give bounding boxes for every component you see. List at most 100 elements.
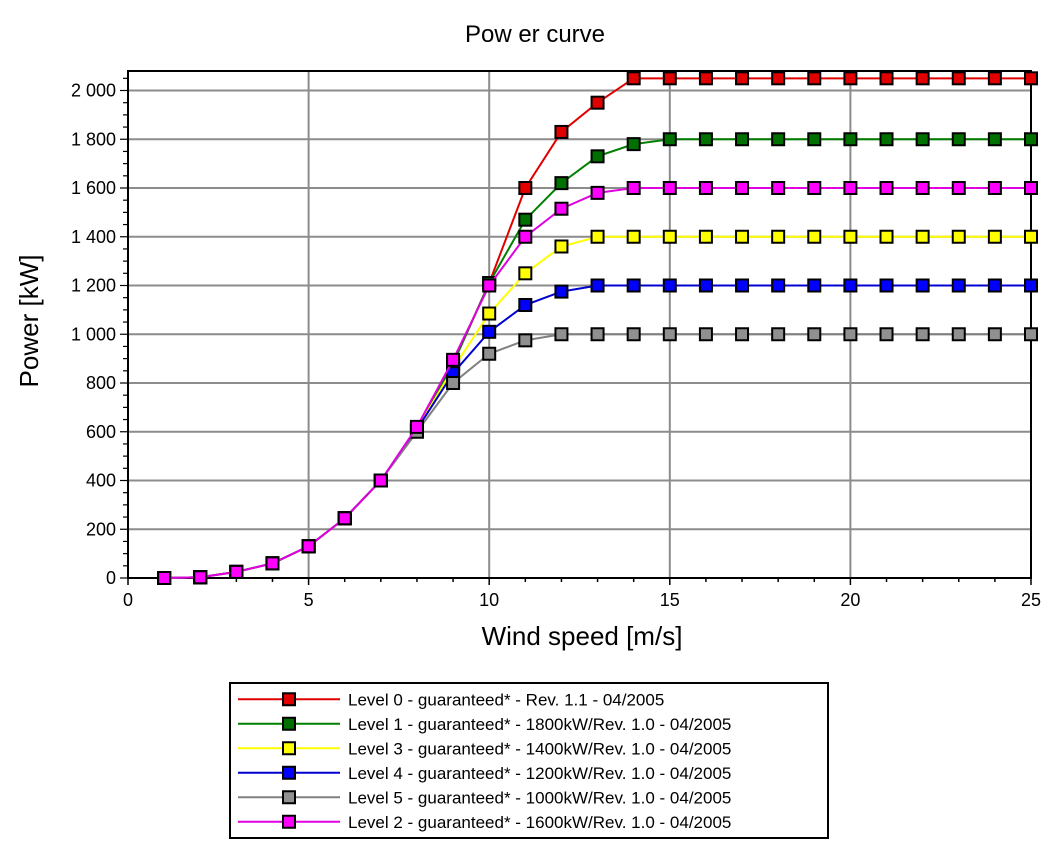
data-point — [482, 306, 497, 321]
data-point — [951, 181, 966, 195]
series-5 — [157, 181, 1038, 585]
data-point — [626, 327, 641, 342]
y-tick-label: 800 — [86, 373, 116, 393]
y-tick-label: 1 600 — [71, 178, 116, 198]
data-point — [807, 71, 822, 86]
data-point — [987, 132, 1002, 147]
data-point — [915, 181, 930, 195]
data-point — [554, 176, 569, 191]
data-point — [482, 278, 497, 293]
legend: Level 0 - guaranteed* - Rev. 1.1 - 04/20… — [229, 682, 829, 839]
data-point — [951, 229, 966, 244]
data-point — [987, 278, 1002, 293]
data-point — [554, 201, 569, 216]
data-point — [915, 229, 930, 244]
data-point — [771, 132, 786, 147]
data-point — [518, 266, 533, 281]
data-point — [771, 229, 786, 244]
data-point — [987, 71, 1002, 86]
data-point — [554, 284, 569, 299]
data-point — [1024, 327, 1038, 342]
data-point — [698, 71, 713, 86]
data-point — [843, 327, 858, 342]
chart-title: Pow er curve — [465, 21, 605, 48]
data-point — [518, 298, 533, 312]
data-point — [698, 229, 713, 244]
data-point — [518, 181, 533, 195]
y-axis-ticks: 0 200 400 600 800 1 000 1 200 1 400 1 600 1 800 2 … — [71, 81, 116, 589]
data-point — [518, 229, 533, 244]
y-tick-label: 0 — [106, 568, 116, 588]
data-point — [373, 473, 388, 488]
data-point — [482, 346, 497, 361]
legend-marker — [282, 814, 296, 829]
data-point — [482, 324, 497, 339]
data-point — [698, 327, 713, 342]
data-point — [662, 278, 677, 293]
x-axis-label: Wind speed [m/s] — [482, 621, 683, 651]
legend-marker — [282, 716, 296, 731]
data-point — [554, 124, 569, 139]
minor-ticks — [120, 77, 1032, 585]
legend-label: Level 0 - guaranteed* - Rev. 1.1 - 04/20… — [348, 690, 664, 709]
series-line — [164, 333, 1031, 579]
data-point — [265, 556, 280, 571]
data-point — [879, 278, 894, 293]
data-point — [446, 376, 461, 390]
data-point — [879, 132, 894, 147]
legend-item: Level 0 - guaranteed* - Rev. 1.1 - 04/20… — [238, 690, 664, 709]
data-point — [698, 181, 713, 195]
data-point — [807, 327, 822, 342]
data-point — [590, 278, 605, 293]
data-point — [771, 278, 786, 293]
legend-label: Level 4 - guaranteed* - 1200kW/Rev. 1.0 … — [348, 764, 731, 783]
data-point — [337, 511, 352, 526]
legend-label: Level 2 - guaranteed* - 1600kW/Rev. 1.0 … — [348, 813, 731, 832]
legend-marker — [282, 790, 296, 805]
legend-item: Level 1 - guaranteed* - 1800kW/Rev. 1.0 … — [238, 715, 731, 734]
data-point — [879, 71, 894, 86]
data-point — [590, 327, 605, 342]
data-point — [879, 229, 894, 244]
data-point — [662, 327, 677, 342]
plot-frame — [127, 70, 1032, 579]
data-point — [590, 185, 605, 200]
series-1 — [157, 132, 1038, 585]
legend-marker — [282, 692, 296, 707]
series-layer — [157, 71, 1038, 585]
x-tick-label: 20 — [840, 590, 860, 610]
y-axis-label: Power [kW] — [14, 255, 44, 388]
y-tick-label: 2 000 — [71, 81, 116, 101]
y-tick-label: 600 — [86, 422, 116, 442]
data-point — [1024, 181, 1038, 195]
data-point — [843, 132, 858, 147]
data-point — [807, 132, 822, 147]
data-point — [879, 181, 894, 195]
data-point — [626, 229, 641, 244]
data-point — [698, 278, 713, 293]
legend-label: Level 3 - guaranteed* - 1400kW/Rev. 1.0 … — [348, 739, 731, 758]
data-point — [518, 333, 533, 348]
data-point — [446, 352, 461, 367]
data-point — [554, 327, 569, 342]
legend-item: Level 2 - guaranteed* - 1600kW/Rev. 1.0 … — [238, 813, 731, 832]
data-point — [698, 132, 713, 147]
legend-marker — [282, 765, 296, 780]
data-point — [662, 71, 677, 86]
data-point — [951, 132, 966, 147]
data-point — [735, 229, 750, 244]
data-point — [951, 327, 966, 342]
data-point — [229, 564, 244, 579]
x-tick-label: 15 — [660, 590, 680, 610]
data-point — [301, 539, 316, 554]
data-point — [626, 137, 641, 152]
legend-box — [229, 682, 829, 839]
data-point — [807, 181, 822, 195]
data-point — [1024, 229, 1038, 244]
data-point — [987, 327, 1002, 342]
data-point — [771, 71, 786, 86]
data-point — [807, 278, 822, 293]
data-point — [1024, 71, 1038, 86]
series-4 — [157, 327, 1038, 585]
data-point — [735, 278, 750, 293]
